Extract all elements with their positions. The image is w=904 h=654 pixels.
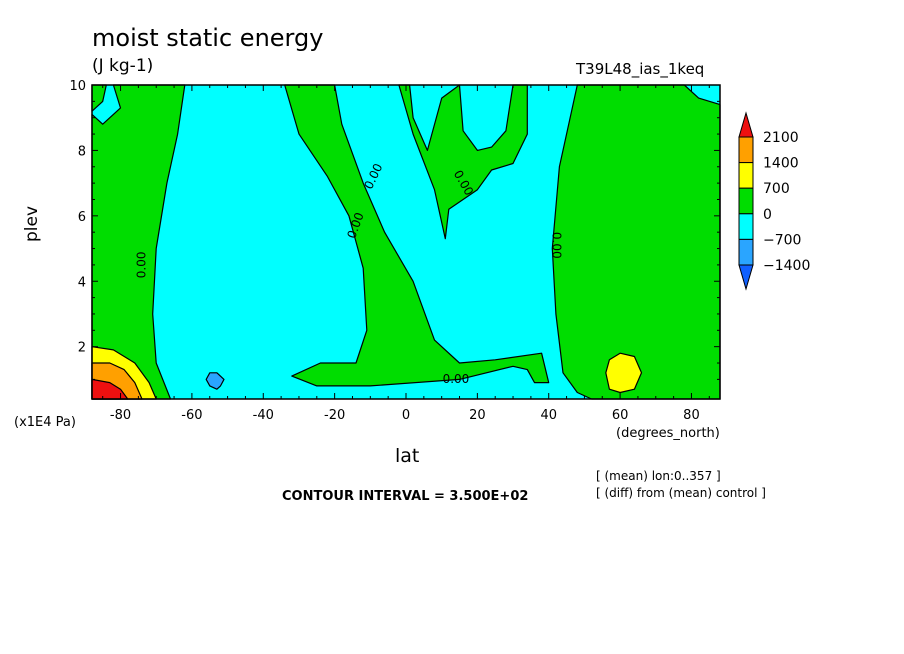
contour-interval: CONTOUR INTERVAL = 3.500E+02: [282, 489, 529, 504]
legend-label: 0: [763, 207, 772, 223]
y-tick-label: 8: [78, 144, 86, 159]
chart-title: moist static energy: [92, 24, 324, 52]
x-tick-label: -40: [253, 408, 274, 423]
y-tick-label: 6: [78, 210, 86, 225]
note-longitude-mean: [ (mean) lon:0..357 ]: [596, 469, 721, 483]
x-tick-label: -20: [324, 408, 345, 423]
y-axis-unit: (x1E4 Pa): [14, 415, 76, 430]
legend-top-triangle: [738, 111, 754, 138]
legend-label: −700: [763, 232, 801, 248]
legend-bottom-triangle: [738, 264, 754, 291]
contour-region-4: [551, 84, 721, 400]
legend-swatch: [738, 187, 754, 215]
x-tick-label: 80: [683, 408, 700, 423]
legend-swatch: [738, 238, 754, 266]
y-tick-label: 2: [78, 341, 86, 356]
x-axis-unit: (degrees_north): [616, 426, 720, 441]
x-tick-label: -80: [110, 408, 131, 423]
x-tick-label: 0: [402, 408, 410, 423]
chart-units: (J kg-1): [92, 56, 154, 76]
contour-label: 0.00: [134, 252, 148, 279]
legend-label: 2100: [763, 130, 799, 146]
contour-region-6: [605, 352, 643, 394]
run-id: T39L48_ias_1keq: [576, 60, 705, 78]
contour-label: 0.00: [443, 372, 470, 386]
legend-swatch: [738, 213, 754, 240]
x-tick-label: 60: [612, 408, 629, 423]
legend-swatch: [738, 136, 754, 164]
x-tick-label: -60: [181, 408, 202, 423]
x-tick-label: 20: [469, 408, 486, 423]
legend-label: −1400: [763, 258, 810, 274]
legend-swatch: [738, 162, 754, 189]
contour-region-2: [284, 84, 550, 387]
x-axis-label: lat: [395, 445, 420, 467]
x-tick-label: 40: [540, 408, 557, 423]
y-tick-label: 4: [78, 275, 86, 290]
contour-region-1: [91, 84, 186, 400]
legend-label: 700: [763, 181, 790, 197]
contour-label: 0.00: [549, 232, 563, 259]
contour-region-9: [205, 372, 225, 390]
y-tick-label: 10: [69, 79, 86, 94]
legend-label: 1400: [763, 156, 799, 172]
note-difference: [ (diff) from (mean) control ]: [596, 486, 766, 500]
